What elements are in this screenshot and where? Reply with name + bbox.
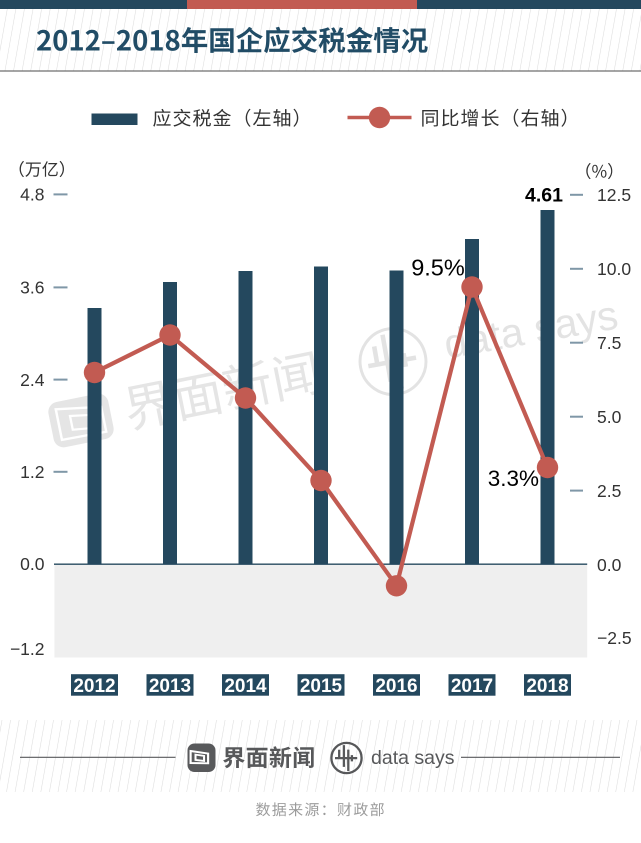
svg-text:5.0: 5.0 — [597, 407, 622, 427]
svg-text:0.0: 0.0 — [20, 554, 45, 574]
svg-text:2014: 2014 — [224, 676, 267, 697]
svg-text:9.5%: 9.5% — [411, 255, 465, 281]
svg-text:2.4: 2.4 — [20, 370, 45, 390]
svg-text:1.2: 1.2 — [20, 462, 44, 482]
svg-text:4.61: 4.61 — [525, 185, 563, 207]
svg-text:4.8: 4.8 — [20, 185, 44, 205]
svg-text:0.0: 0.0 — [597, 555, 622, 575]
svg-text:7.5: 7.5 — [597, 333, 621, 353]
svg-text:−1.2: −1.2 — [10, 639, 45, 659]
svg-text:2017: 2017 — [451, 676, 493, 697]
svg-text:3.6: 3.6 — [20, 278, 44, 298]
svg-text:−2.5: −2.5 — [597, 628, 632, 648]
svg-text:2013: 2013 — [149, 676, 191, 697]
svg-text:2016: 2016 — [375, 676, 417, 697]
svg-text:12.5: 12.5 — [597, 185, 631, 205]
svg-text:data says: data says — [371, 747, 455, 769]
svg-text:2012: 2012 — [73, 676, 115, 697]
svg-text:3.3%: 3.3% — [488, 466, 539, 491]
svg-text:10.0: 10.0 — [597, 259, 631, 279]
svg-text:2.5: 2.5 — [597, 481, 621, 501]
svg-text:2018: 2018 — [526, 676, 568, 697]
svg-text:2015: 2015 — [300, 676, 343, 697]
